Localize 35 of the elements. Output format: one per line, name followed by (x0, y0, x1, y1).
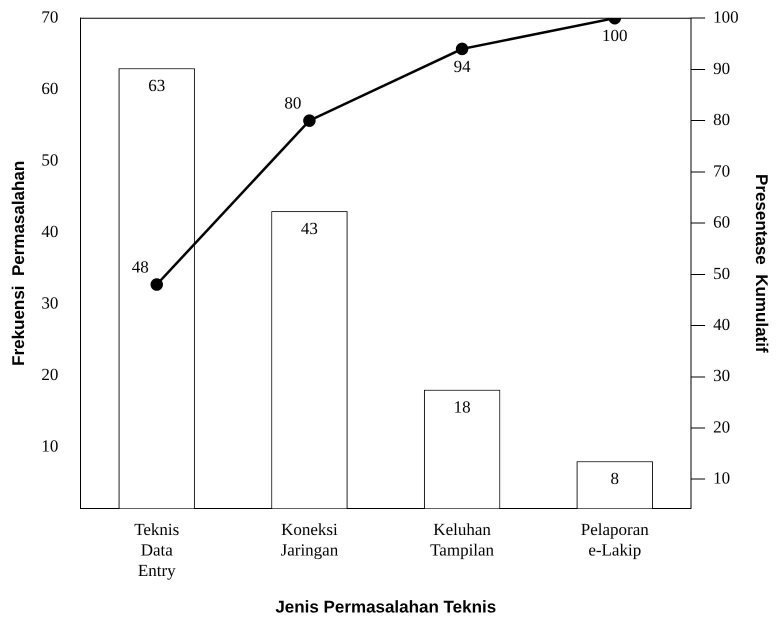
y2-axis-title: Presentase Kumulatif (752, 174, 772, 353)
point (456, 42, 468, 56)
y-axis-title: Frekuensi Permasalahan (8, 160, 28, 366)
data-label: 8 (610, 469, 620, 488)
data-label: 18 (454, 398, 471, 417)
data-label: 80 (284, 94, 302, 113)
point (150, 278, 163, 291)
y-tick-label: 30 (41, 294, 58, 312)
point (303, 114, 316, 127)
y2-tick-label: 100 (713, 8, 739, 27)
y2-tick-label: 60 (713, 212, 730, 232)
x-axis-title: Jenis Permasalahan Teknis (275, 597, 496, 616)
y2-tick-label: 50 (713, 264, 730, 283)
y-tick-label: 20 (41, 364, 58, 384)
y2-tick-label: 40 (713, 315, 730, 334)
data-label: 43 (300, 219, 318, 238)
y-tick-label: 40 (41, 222, 58, 242)
y2-tick-label: 80 (713, 110, 730, 130)
data-label: 63 (148, 76, 166, 96)
data-label: 48 (132, 258, 149, 277)
data-label: 100 (602, 26, 628, 46)
x-tick-label: Pelaporan e-Lakip (580, 520, 650, 560)
y2-tick-label: 20 (713, 417, 730, 436)
x-tick-label: Teknis Data Entry (134, 520, 180, 580)
y-tick-label: 10 (41, 436, 58, 456)
y-tick-label: 60 (41, 79, 58, 98)
x-tick-label: Koneksi Jaringan (280, 520, 339, 560)
x-tick-label: Keluhan Tampilan (430, 520, 495, 560)
y2-tick-label: 30 (713, 366, 730, 386)
y2-tick-label: 90 (713, 58, 730, 78)
y-tick-label: 70 (41, 8, 58, 27)
y2-tick-label: 10 (713, 468, 730, 488)
y2-tick-label: 70 (713, 161, 730, 180)
data-label: 94 (454, 56, 472, 76)
y-tick-label: 50 (41, 150, 58, 170)
